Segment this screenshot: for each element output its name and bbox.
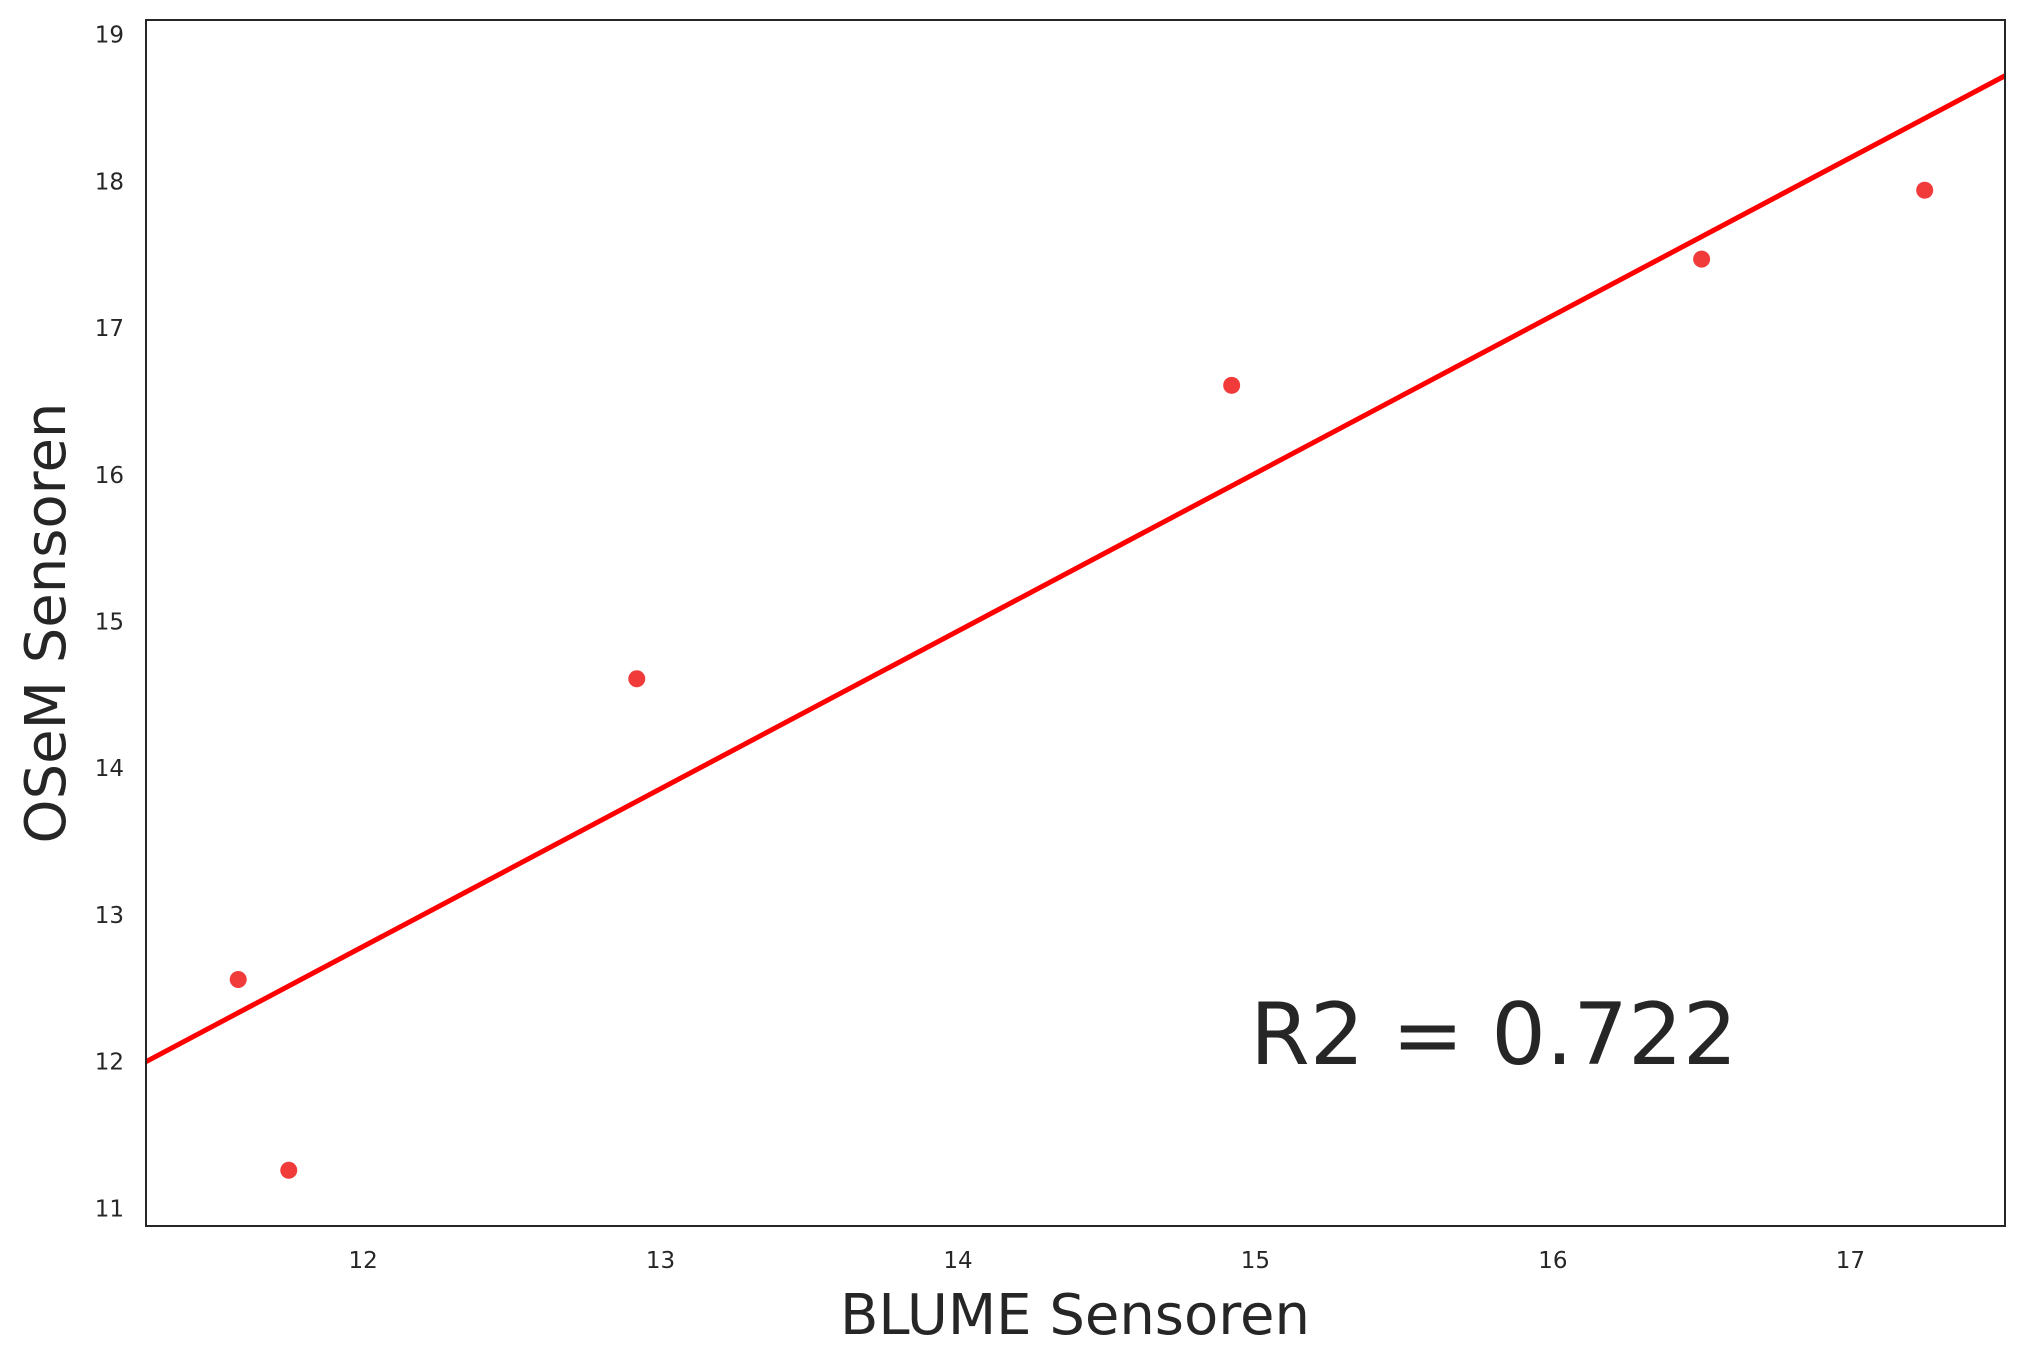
x-tick-label: 13 [646,1248,675,1274]
x-tick-label: 15 [1241,1248,1270,1274]
x-tick-label: 17 [1836,1248,1865,1274]
r2-annotation: R2 = 0.722 [1250,985,1737,1085]
x-tick-label: 12 [348,1248,377,1274]
data-point-5 [1693,250,1711,268]
data-point-3 [628,670,646,688]
plot-frame [145,19,2006,1227]
y-tick-label: 16 [95,463,124,489]
y-axis-label: OSeM Sensoren [14,403,79,844]
x-axis-label: BLUME Sensoren [840,1283,1310,1348]
points-layer [229,181,1934,1179]
y-tick-label: 17 [95,316,124,342]
y-tick-label: 15 [95,610,124,636]
data-point-6 [1916,181,1934,199]
regression-layer [144,73,2007,1064]
y-axis-ticks: 11 12 13 14 15 16 17 18 19 [95,23,124,1223]
data-point-1 [229,971,247,989]
y-tick-label: 11 [95,1196,124,1222]
data-point-2 [280,1161,298,1179]
x-tick-label: 14 [943,1248,972,1274]
y-tick-label: 19 [95,23,124,49]
x-axis-ticks: 12 13 14 15 16 17 [348,1248,1864,1274]
data-point-4 [1223,376,1241,394]
x-tick-label: 16 [1538,1248,1567,1274]
regression-line [144,73,2007,1064]
y-tick-label: 14 [95,756,124,782]
y-tick-label: 18 [95,169,124,195]
y-tick-label: 13 [95,903,124,929]
y-tick-label: 12 [95,1050,124,1076]
